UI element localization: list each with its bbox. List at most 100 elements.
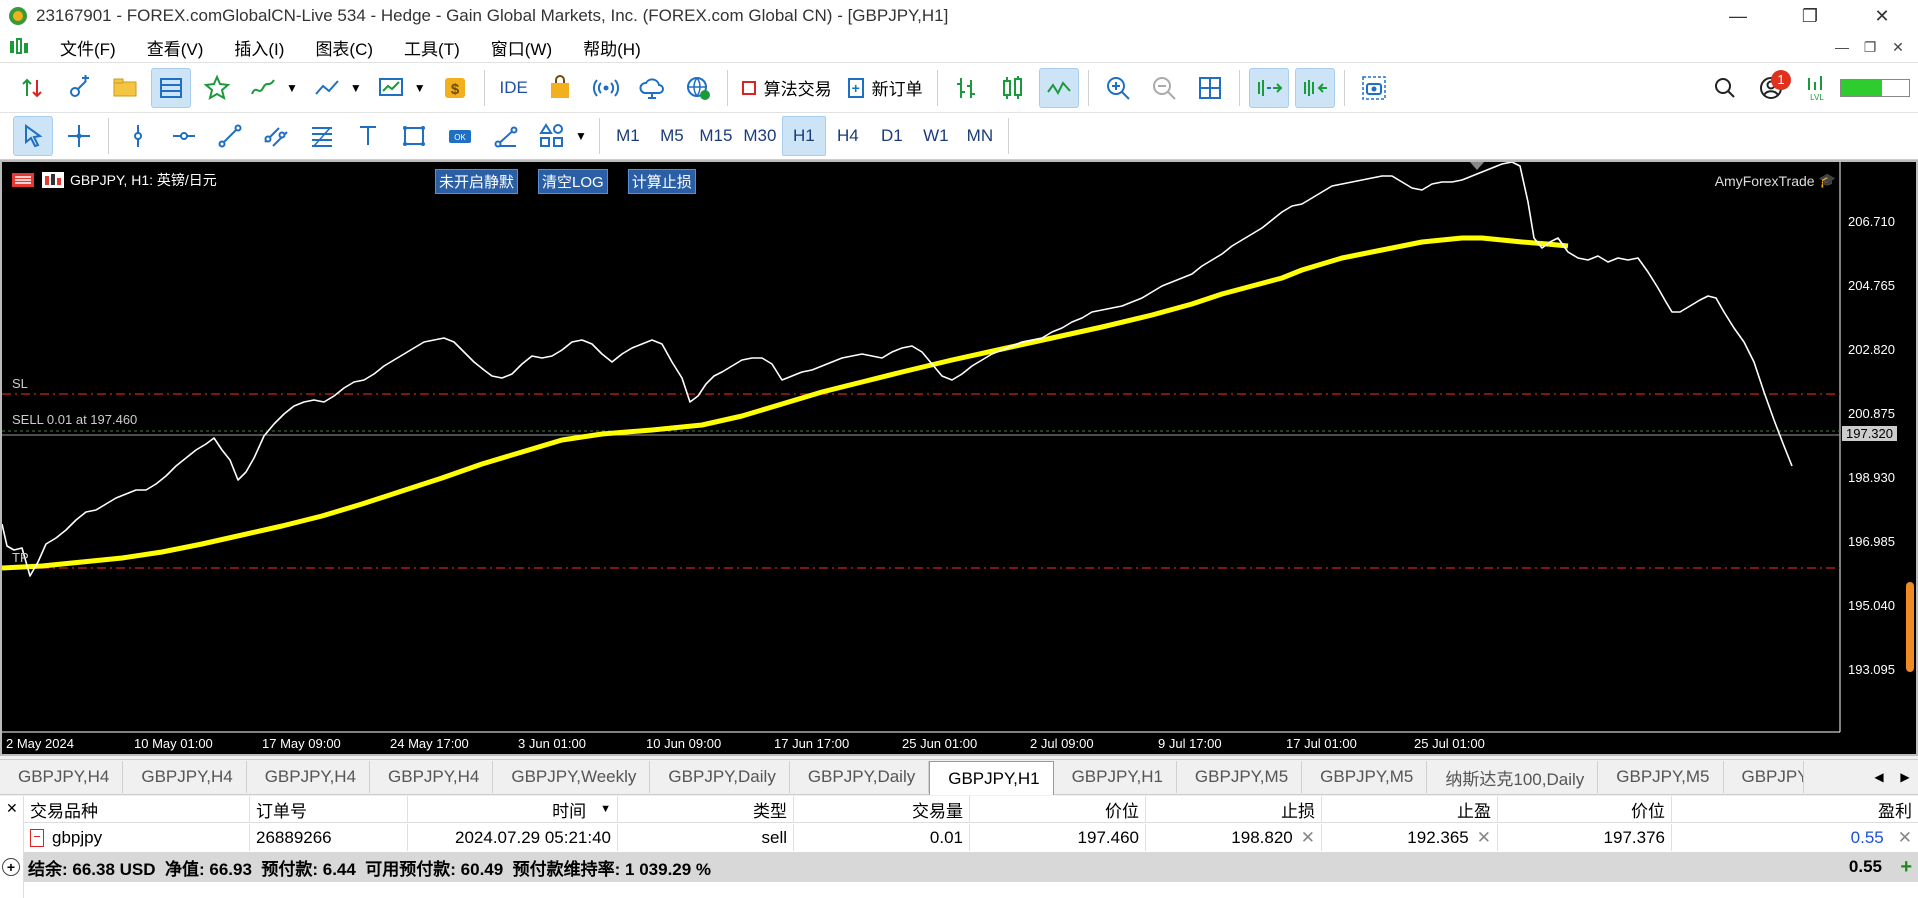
tab-scroll-right-icon[interactable]: ▶ xyxy=(1900,770,1910,784)
menu-view[interactable]: 查看(V) xyxy=(146,39,204,59)
crosshair-icon[interactable] xyxy=(59,116,99,156)
signals-broadcast-icon[interactable] xyxy=(586,68,626,108)
mdi-minimize-button[interactable]: — xyxy=(1835,39,1849,55)
chart-shift-icon[interactable] xyxy=(1294,67,1335,108)
timeframe-h4[interactable]: H4 xyxy=(837,126,859,145)
vps-cloud-icon[interactable] xyxy=(632,68,672,108)
remove-sl-icon[interactable]: ✕ xyxy=(1300,827,1315,847)
gann-tool-icon[interactable] xyxy=(486,116,526,156)
tab-nasdaq100-daily[interactable]: 纳斯达克100,Daily xyxy=(1427,761,1599,793)
tab-gbpjpy-daily-2[interactable]: GBPJPY,Daily xyxy=(790,761,930,793)
menu-insert[interactable]: 插入(I) xyxy=(234,39,285,59)
search-icon[interactable] xyxy=(1705,68,1745,108)
navigator-icon[interactable] xyxy=(197,68,237,108)
header-open-price[interactable]: 价位 xyxy=(970,795,1146,823)
close-button[interactable]: ✕ xyxy=(1874,5,1890,26)
timeframe-w1[interactable]: W1 xyxy=(923,126,949,145)
clear-log-button[interactable]: 清空LOG xyxy=(538,169,608,194)
screenshot-camera-icon[interactable] xyxy=(1354,68,1394,108)
folder-icon[interactable] xyxy=(105,68,145,108)
trend-line-icon[interactable] xyxy=(210,116,250,156)
market-watch-icon[interactable] xyxy=(151,67,191,108)
horizontal-line-icon[interactable] xyxy=(164,116,204,156)
restore-button[interactable]: ❐ xyxy=(1801,5,1819,26)
header-price[interactable]: 价位 xyxy=(1498,795,1672,823)
menu-tools[interactable]: 工具(T) xyxy=(404,39,460,59)
new-order-arrows-icon[interactable] xyxy=(13,68,53,108)
market-bag-icon[interactable] xyxy=(540,68,580,108)
header-tp[interactable]: 止盈 xyxy=(1322,795,1498,823)
add-icon[interactable]: + xyxy=(1900,856,1912,878)
header-ticket[interactable]: 订单号 xyxy=(250,795,408,823)
expand-summary-icon[interactable]: + xyxy=(2,858,20,876)
table-row[interactable]: gbpjpy 26889266 2024.07.29 05:21:40 sell… xyxy=(24,824,1918,851)
new-order-button[interactable]: + 新订单 xyxy=(840,68,931,108)
terminal-close-icon[interactable]: ✕ xyxy=(6,800,18,816)
silent-mode-button[interactable]: 未开启静默 xyxy=(435,169,519,194)
community-globe-icon[interactable] xyxy=(678,68,718,108)
ide-button[interactable]: IDE xyxy=(499,77,528,97)
algo-trading-button[interactable]: 算法交易 xyxy=(734,68,840,108)
bar-chart-icon[interactable] xyxy=(947,68,987,108)
tab-scroll-left-icon[interactable]: ◀ xyxy=(1874,770,1884,784)
cell-tp[interactable]: 192.365 ✕ xyxy=(1322,824,1498,851)
tab-gbpjpy-h4-4[interactable]: GBPJPY,H4 xyxy=(370,761,494,793)
templates-dropdown-icon[interactable]: ▼ xyxy=(413,80,426,95)
header-symbol[interactable]: 交易品种 xyxy=(24,795,250,823)
tab-gbpjpy-daily-1[interactable]: GBPJPY,Daily xyxy=(650,761,790,793)
tab-gbpjpy-weekly[interactable]: GBPJPY,Weekly xyxy=(493,761,651,793)
timeframe-d1[interactable]: D1 xyxy=(881,126,903,145)
remove-tp-icon[interactable]: ✕ xyxy=(1476,827,1491,847)
fibonacci-icon[interactable] xyxy=(302,116,342,156)
tab-gbpjpy-h4-3[interactable]: GBPJPY,H4 xyxy=(247,761,371,793)
cursor-arrow-icon[interactable] xyxy=(13,116,53,156)
auto-scroll-icon[interactable] xyxy=(1248,67,1289,108)
timeframe-h1[interactable]: H1 xyxy=(781,116,826,156)
chart-area[interactable]: GBPJPY, H1: 英镑/日元 未开启静默 清空LOG 计算止损 AmyFo… xyxy=(0,160,1918,756)
timeframe-mn[interactable]: MN xyxy=(966,126,994,145)
indicators-icon[interactable] xyxy=(243,68,283,108)
cell-profit[interactable]: 0.55 ✕ xyxy=(1672,824,1918,851)
tab-gbpjpy-partial[interactable]: GBPJPY xyxy=(1724,761,1804,793)
rectangle-tool-icon[interactable] xyxy=(394,116,434,156)
shapes-dropdown-icon[interactable]: ▼ xyxy=(575,129,587,143)
minimize-button[interactable]: — xyxy=(1729,5,1747,26)
zoom-in-icon[interactable] xyxy=(1098,68,1138,108)
line-mode-icon[interactable] xyxy=(1038,67,1079,108)
menu-chart[interactable]: 图表(C) xyxy=(315,39,374,59)
tab-gbpjpy-h4-1[interactable]: GBPJPY,H4 xyxy=(0,761,124,793)
tile-windows-icon[interactable] xyxy=(1190,68,1230,108)
zoom-out-icon[interactable] xyxy=(1144,68,1184,108)
header-volume[interactable]: 交易量 xyxy=(794,795,970,823)
equidistant-channel-icon[interactable] xyxy=(256,116,296,156)
timeframe-m15[interactable]: M15 xyxy=(699,126,733,145)
menu-window[interactable]: 窗口(W) xyxy=(490,39,553,59)
tab-gbpjpy-m5-3[interactable]: GBPJPY,M5 xyxy=(1598,761,1724,793)
signal-plus-icon[interactable] xyxy=(59,68,99,108)
timeframe-m5[interactable]: M5 xyxy=(660,126,684,145)
shapes-icon[interactable] xyxy=(532,116,572,156)
templates-icon[interactable] xyxy=(371,68,411,108)
tab-gbpjpy-h4-2[interactable]: GBPJPY,H4 xyxy=(123,761,247,793)
menu-file[interactable]: 文件(F) xyxy=(60,39,116,59)
tab-gbpjpy-h1-active[interactable]: GBPJPY,H1 xyxy=(929,761,1054,795)
timeframe-m30[interactable]: M30 xyxy=(743,126,777,145)
header-sl[interactable]: 止损 xyxy=(1146,795,1322,823)
timeframe-m1[interactable]: M1 xyxy=(616,126,640,145)
vertical-scroll-handle[interactable] xyxy=(1906,582,1914,672)
vertical-line-icon[interactable] xyxy=(118,116,158,156)
button-object-icon[interactable]: OK xyxy=(440,116,480,156)
account-icon[interactable]: 1 xyxy=(1751,68,1791,108)
line-chart-dropdown-icon[interactable]: ▼ xyxy=(349,80,362,95)
close-position-icon[interactable]: ✕ xyxy=(1897,827,1912,847)
cell-sl[interactable]: 198.820 ✕ xyxy=(1146,824,1322,851)
calc-stop-loss-button[interactable]: 计算止损 xyxy=(627,169,696,194)
text-tool-icon[interactable] xyxy=(348,116,388,156)
mdi-restore-button[interactable]: ❐ xyxy=(1863,38,1877,55)
deposit-icon[interactable]: $ xyxy=(435,68,475,108)
tab-gbpjpy-h1[interactable]: GBPJPY,H1 xyxy=(1054,761,1177,793)
header-type[interactable]: 类型 xyxy=(618,795,794,823)
chart-menu-icon[interactable] xyxy=(12,173,34,187)
indicators-dropdown-icon[interactable]: ▼ xyxy=(286,80,298,95)
mdi-close-button[interactable]: ✕ xyxy=(1892,38,1904,55)
